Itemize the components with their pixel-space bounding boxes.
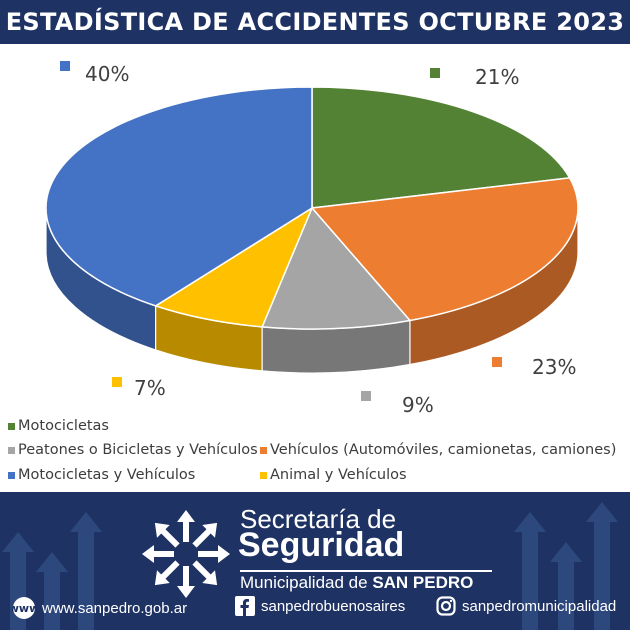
legend-item-peatones: Peatones o Bicicletas y Vehículos [8, 442, 258, 458]
legend-swatch [260, 446, 267, 454]
legend-item-motocicletas-vehiculos: Motocicletas y Vehículos [8, 467, 195, 483]
facebook-link[interactable]: sanpedrobuenosaires [235, 596, 405, 616]
legend-label: Motocicletas y Vehículos [18, 467, 196, 483]
legend-item-animal: Animal y Vehículos [260, 467, 407, 483]
instagram-icon [436, 596, 456, 616]
globe-icon: www [12, 596, 36, 620]
pie-slice-peatones [261, 206, 412, 330]
legend-swatch [8, 446, 15, 454]
instagram-text: sanpedromunicipalidad [462, 597, 617, 615]
seguridad-label: Seguridad [238, 526, 405, 564]
legend-item-motocicletas: Motocicletas [8, 418, 109, 434]
pie-top [45, 86, 579, 330]
legend-label: Vehículos (Automóviles, camionetas, cami… [270, 442, 617, 458]
data-label-swatch-motocicletas [430, 68, 440, 78]
municipalidad-label: Municipalidad de SAN PEDRO [240, 573, 473, 593]
pie-slice-vehiculos [310, 177, 579, 322]
data-label-swatch-vehiculos [492, 357, 502, 367]
arrow-decoration-right [514, 502, 618, 630]
pie-sides [45, 207, 579, 374]
legend-label: Motocicletas [18, 418, 109, 434]
data-label-swatch-motocicletas-vehiculos [60, 61, 70, 71]
pie-slice-motocicletas [311, 86, 571, 209]
legend-swatch [260, 471, 267, 479]
data-label-motocicletas-vehiculos: 40% [85, 62, 129, 86]
svg-text:www: www [12, 602, 36, 615]
instagram-link[interactable]: sanpedromunicipalidad [436, 596, 616, 616]
legend-label: Peatones o Bicicletas y Vehículos [18, 442, 258, 458]
secretaria-logo [136, 504, 236, 604]
municipalidad-prefix: Municipalidad de [240, 573, 373, 592]
legend-label: Animal y Vehículos [270, 467, 407, 483]
legend-swatch [8, 471, 15, 479]
chart-title: ESTADÍSTICA DE ACCIDENTES OCTUBRE 2023 [5, 8, 625, 36]
data-label-vehiculos: 23% [532, 355, 576, 379]
data-label-animal: 7% [134, 376, 166, 400]
footer: Secretaría de Seguridad Municipalidad de… [0, 492, 630, 630]
pie-slice-motocicletas-vehiculos [45, 86, 313, 307]
data-label-swatch-animal [112, 377, 122, 387]
facebook-icon [235, 596, 255, 616]
data-label-swatch-peatones [361, 391, 371, 401]
pie-chart: 21% 23% 9% 7% 40% [45, 61, 579, 417]
legend-item-vehiculos: Vehículos (Automóviles, camionetas, cami… [260, 442, 616, 458]
website-link[interactable]: www www.sanpedro.gob.ar [12, 596, 187, 620]
municipalidad-name: SAN PEDRO [372, 573, 474, 592]
data-label-peatones: 9% [402, 393, 434, 417]
secretaria-label: Secretaría de [240, 504, 397, 534]
pie-slice-animal [153, 206, 314, 328]
website-text: www.sanpedro.gob.ar [42, 599, 188, 617]
data-label-motocicletas: 21% [475, 65, 519, 89]
arrow-decoration-left [2, 512, 102, 630]
legend-swatch [8, 422, 15, 430]
facebook-text: sanpedrobuenosaires [261, 597, 406, 615]
title-bar: ESTADÍSTICA DE ACCIDENTES OCTUBRE 2023 [0, 0, 630, 44]
footer-divider [240, 570, 492, 572]
pie-data-labels: 21% 23% 9% 7% 40% [60, 61, 576, 417]
